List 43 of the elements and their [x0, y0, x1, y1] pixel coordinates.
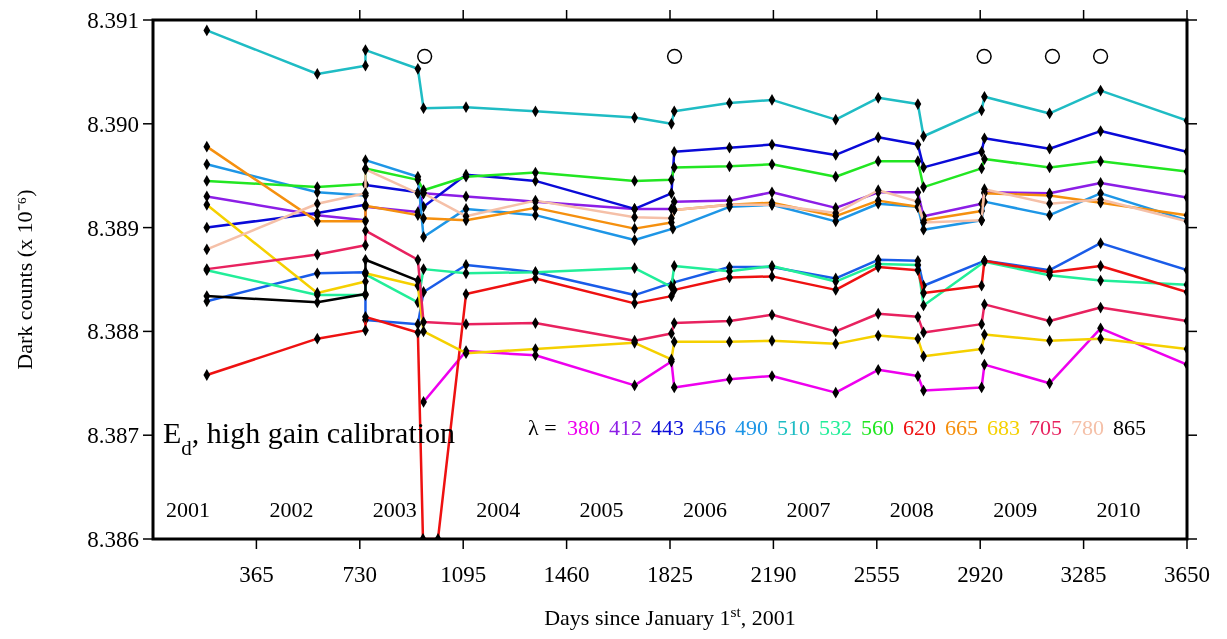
y-tick-label: 8.391 — [87, 8, 139, 34]
x-tick-label: 365 — [239, 562, 274, 587]
text: 532 — [819, 415, 852, 440]
x-axis-title: Days since January 1$^{st}$, 2001 — [544, 602, 796, 630]
annotation: 2001 — [166, 497, 210, 522]
x-tick-label: 730 — [342, 562, 378, 587]
text: 510 — [777, 415, 810, 440]
y-tick-label: 8.386 — [87, 527, 139, 553]
x-tick-label: 1095 — [440, 562, 487, 587]
text: 456 — [693, 415, 726, 440]
text: 412 — [609, 415, 642, 440]
annotation: 2006 — [683, 497, 727, 522]
text: 560 — [861, 415, 894, 440]
text: 705 — [1029, 415, 1062, 440]
y-tick-label: 8.387 — [87, 423, 139, 449]
annotation: 2008 — [889, 497, 934, 522]
y-tick-label: 8.389 — [87, 215, 139, 241]
x-tick-label: 2555 — [853, 562, 900, 587]
x-tick-label: 2920 — [957, 562, 1004, 587]
text: 490 — [735, 415, 768, 440]
legend-title: λ = — [528, 415, 557, 440]
annotation: 2009 — [993, 497, 1038, 522]
annotation: 2007 — [786, 497, 831, 522]
text: 780 — [1071, 415, 1104, 440]
text: 620 — [903, 415, 936, 440]
annotation: 2005 — [579, 497, 624, 522]
x-tick-label: 2190 — [750, 562, 797, 587]
series-label: 380 — [567, 415, 600, 440]
y-tick-label: 8.388 — [87, 319, 139, 345]
text: 683 — [987, 415, 1020, 440]
text: 665 — [945, 415, 978, 440]
y-axis-title: Dark counts (x 10⁻⁶) — [12, 189, 37, 370]
y-tick-label: 8.390 — [87, 111, 139, 137]
annotation: 2002 — [269, 497, 314, 522]
text: 443 — [651, 415, 684, 440]
x-tick-label: 1825 — [647, 562, 693, 587]
annotation: 2003 — [372, 497, 417, 522]
x-tick-label: 1460 — [543, 562, 590, 587]
x-tick-label: 3650 — [1164, 562, 1210, 587]
annotation: 2004 — [476, 497, 521, 522]
legend-label: 865 — [1113, 415, 1146, 440]
annotation: 2010 — [1096, 497, 1141, 522]
x-tick-label: 3285 — [1060, 562, 1107, 587]
